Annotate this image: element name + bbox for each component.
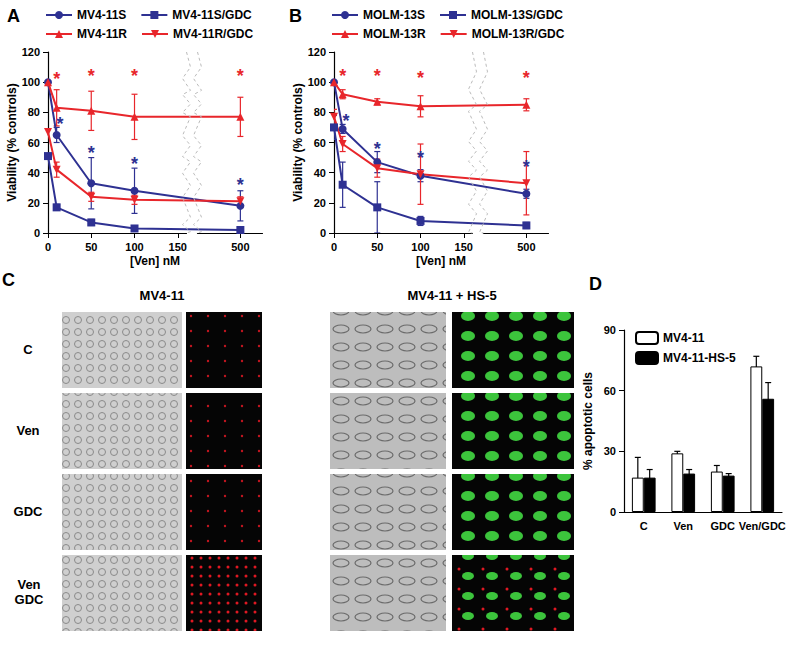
html-text:C: C: [23, 342, 33, 357]
svg-text:80: 80: [28, 106, 40, 118]
svg-text:GDC: GDC: [711, 520, 736, 532]
svg-text:20: 20: [314, 197, 326, 209]
svg-text:MOLM-13S: MOLM-13S: [363, 8, 425, 22]
svg-text:*: *: [523, 68, 530, 88]
svg-text:100: 100: [411, 241, 429, 253]
svg-text:0: 0: [45, 241, 51, 253]
svg-text:60: 60: [314, 137, 326, 149]
svg-text:MV4-11: MV4-11: [663, 331, 705, 345]
svg-text:MV4-11R: MV4-11R: [77, 27, 127, 41]
svg-text:*: *: [343, 111, 350, 131]
html-text:MV4-11 + HS-5: MV4-11 + HS-5: [407, 288, 497, 303]
svg-text:100: 100: [22, 76, 40, 88]
svg-text:50: 50: [85, 241, 97, 253]
svg-text:*: *: [237, 175, 244, 195]
svg-text:Ven/GDC: Ven/GDC: [739, 520, 786, 532]
svg-text:150: 150: [455, 241, 473, 253]
svg-text:*: *: [88, 66, 95, 86]
svg-text:0: 0: [331, 241, 337, 253]
svg-text:500: 500: [231, 241, 249, 253]
svg-text:100: 100: [125, 241, 143, 253]
svg-text:20: 20: [28, 197, 40, 209]
svg-text:*: *: [131, 154, 138, 174]
svg-text:Viability (% controls): Viability (% controls): [5, 83, 19, 201]
svg-text:60: 60: [604, 385, 616, 397]
svg-text:MV4-11S: MV4-11S: [77, 8, 126, 22]
svg-text:*: *: [53, 69, 60, 89]
svg-text:*: *: [237, 66, 244, 86]
svg-text:*: *: [374, 139, 381, 159]
svg-text:C: C: [640, 520, 648, 532]
html-text:GDC: GDC: [13, 504, 43, 519]
svg-text:50: 50: [371, 241, 383, 253]
svg-text:MV4-11S/GDC: MV4-11S/GDC: [172, 8, 252, 22]
svg-text:[Ven] nM: [Ven] nM: [130, 254, 180, 268]
svg-text:*: *: [339, 66, 346, 86]
svg-text:D: D: [589, 274, 602, 294]
svg-text:0: 0: [34, 227, 40, 239]
svg-text:MOLM-13S/GDC: MOLM-13S/GDC: [471, 8, 563, 22]
svg-text:% apoptotic cells: % apoptotic cells: [581, 372, 595, 470]
svg-text:0: 0: [320, 227, 326, 239]
svg-text:*: *: [374, 66, 381, 86]
svg-text:*: *: [417, 68, 424, 88]
svg-text:*: *: [417, 148, 424, 168]
svg-text:Viability (% controls): Viability (% controls): [291, 83, 305, 201]
svg-text:80: 80: [314, 106, 326, 118]
svg-text:90: 90: [604, 324, 616, 336]
svg-text:Ven: Ven: [673, 520, 693, 532]
html-text:Ven: Ven: [16, 423, 40, 438]
svg-text:MOLM-13R/GDC: MOLM-13R/GDC: [472, 27, 565, 41]
svg-text:100: 100: [308, 76, 326, 88]
svg-text:*: *: [57, 114, 64, 134]
html-text:Ven GDC: Ven GDC: [14, 577, 44, 607]
svg-text:*: *: [131, 66, 138, 86]
svg-text:MV4-11R/GDC: MV4-11R/GDC: [173, 27, 253, 41]
svg-text:30: 30: [604, 445, 616, 457]
svg-text:[Ven] nM: [Ven] nM: [416, 254, 466, 268]
svg-text:B: B: [289, 6, 302, 26]
svg-text:500: 500: [517, 241, 535, 253]
svg-text:150: 150: [169, 241, 187, 253]
html-text:MV4-11: MV4-11: [139, 288, 185, 303]
svg-text:*: *: [523, 157, 530, 177]
svg-text:120: 120: [22, 46, 40, 58]
svg-text:120: 120: [308, 46, 326, 58]
svg-text:0: 0: [610, 506, 616, 518]
svg-text:MOLM-13R: MOLM-13R: [363, 27, 426, 41]
svg-text:*: *: [88, 143, 95, 163]
svg-text:MV4-11-HS-5: MV4-11-HS-5: [663, 351, 736, 365]
svg-text:40: 40: [28, 167, 40, 179]
svg-text:40: 40: [314, 167, 326, 179]
svg-text:60: 60: [28, 137, 40, 149]
html-text:C: C: [2, 270, 15, 290]
svg-text:A: A: [7, 6, 20, 26]
